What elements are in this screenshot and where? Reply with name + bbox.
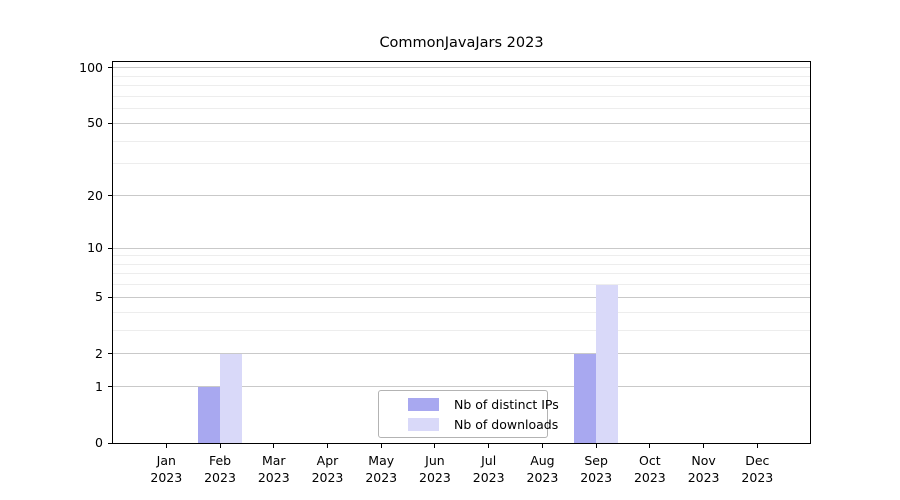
x-tick-label-sep: Sep 2023 bbox=[580, 453, 613, 485]
bar-nb-of-distinct-ips-sep bbox=[574, 353, 597, 443]
chart-title: CommonJavaJars 2023 bbox=[379, 35, 544, 51]
gridline-minor-40 bbox=[113, 140, 810, 142]
gridline-major-50 bbox=[113, 122, 810, 124]
x-tick-label-dec: Dec 2023 bbox=[741, 453, 774, 485]
legend-swatch-nb-of-distinct-ips bbox=[408, 397, 439, 411]
y-tick-mark-2 bbox=[108, 353, 112, 355]
x-tick-label-aug: Aug 2023 bbox=[526, 453, 559, 485]
bar-nb-of-downloads-sep bbox=[596, 284, 619, 443]
x-tick-mark-aug bbox=[541, 443, 543, 448]
legend-entry: Nb of distinct IPs bbox=[379, 396, 559, 412]
x-tick-mark-feb bbox=[219, 443, 221, 448]
gridline-minor-70 bbox=[113, 95, 810, 97]
x-tick-mark-oct bbox=[649, 443, 651, 448]
gridline-minor-80 bbox=[113, 85, 810, 87]
legend-swatch-nb-of-downloads bbox=[408, 417, 439, 431]
y-tick-label-50: 50 bbox=[87, 115, 103, 131]
x-tick-mark-nov bbox=[703, 443, 705, 448]
y-tick-label-100: 100 bbox=[79, 59, 103, 75]
gridline-minor-9 bbox=[113, 255, 810, 257]
gridline-minor-6 bbox=[113, 284, 810, 286]
x-tick-mark-jan bbox=[165, 443, 167, 448]
legend-entry: Nb of downloads bbox=[379, 416, 558, 432]
gridline-minor-90 bbox=[113, 75, 810, 77]
y-tick-label-2: 2 bbox=[95, 345, 103, 361]
gridline-major-100 bbox=[113, 67, 810, 69]
y-tick-mark-1 bbox=[108, 386, 112, 388]
y-tick-label-5: 5 bbox=[95, 289, 103, 305]
y-tick-label-1: 1 bbox=[95, 378, 103, 394]
x-tick-label-jun: Jun 2023 bbox=[419, 453, 451, 485]
gridline-minor-8 bbox=[113, 263, 810, 265]
y-tick-mark-10 bbox=[108, 247, 112, 249]
gridline-major-5 bbox=[113, 296, 810, 298]
x-tick-label-apr: Apr 2023 bbox=[311, 453, 344, 485]
gridline-minor-30 bbox=[113, 163, 810, 165]
gridline-minor-60 bbox=[113, 108, 810, 110]
y-tick-mark-0 bbox=[108, 442, 112, 444]
y-tick-mark-5 bbox=[108, 296, 112, 298]
plot-area: 0 1 2 5 10 20 50 100 Jan 2023 Feb 2023 Mar 2023 Apr… bbox=[79, 60, 811, 485]
x-tick-mark-mar bbox=[273, 443, 275, 448]
x-tick-mark-sep bbox=[595, 443, 597, 448]
x-tick-label-feb: Feb 2023 bbox=[204, 453, 236, 485]
legend-label: Nb of distinct IPs bbox=[454, 396, 559, 412]
legend: Nb of distinct IPs Nb of downloads bbox=[378, 390, 559, 438]
gridline-major-20 bbox=[113, 195, 810, 196]
legend-label: Nb of downloads bbox=[454, 416, 559, 432]
y-tick-mark-50 bbox=[108, 122, 112, 124]
gridline-minor-7 bbox=[113, 273, 810, 275]
x-tick-mark-jun bbox=[434, 443, 436, 448]
x-tick-label-mar: Mar 2023 bbox=[257, 453, 290, 485]
gridline-major-10 bbox=[113, 247, 810, 249]
bar-nb-of-distinct-ips-feb bbox=[198, 386, 221, 443]
x-tick-mark-dec bbox=[756, 443, 758, 448]
x-tick-label-jul: Jul 2023 bbox=[472, 453, 505, 485]
x-tick-mark-apr bbox=[326, 443, 328, 448]
x-tick-mark-jul bbox=[488, 443, 490, 448]
bar-nb-of-downloads-feb bbox=[220, 353, 243, 443]
gridline-minor-4 bbox=[113, 311, 810, 313]
x-tick-label-nov: Nov 2023 bbox=[687, 453, 720, 485]
y-tick-mark-20 bbox=[108, 195, 112, 196]
x-tick-label-may: May 2023 bbox=[365, 453, 398, 485]
gridline-major-2 bbox=[113, 353, 810, 355]
gridline-minor-3 bbox=[113, 329, 810, 331]
x-tick-label-jan: Jan 2023 bbox=[150, 453, 183, 485]
y-tick-label-20: 20 bbox=[87, 187, 103, 203]
x-tick-mark-may bbox=[380, 443, 382, 448]
x-tick-label-oct: Oct 2023 bbox=[633, 453, 666, 485]
y-tick-label-10: 10 bbox=[87, 240, 103, 256]
y-tick-mark-100 bbox=[108, 67, 112, 69]
gridline-major-1 bbox=[113, 386, 810, 388]
y-tick-label-0: 0 bbox=[95, 435, 103, 450]
